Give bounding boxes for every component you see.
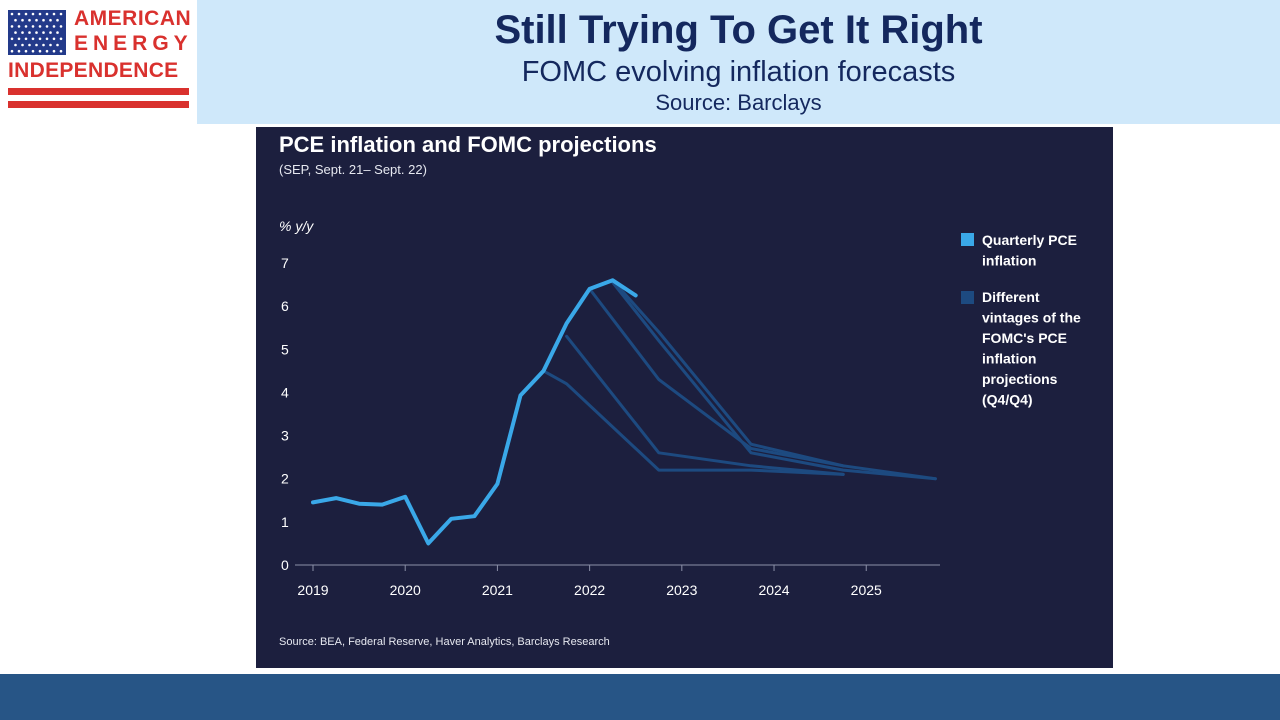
y-tick-label: 0 [281,557,289,573]
flag-star [59,25,63,28]
page-subtitle: FOMC evolving inflation forecasts [521,56,956,88]
legend-swatch-actual [961,233,974,246]
flag-star [38,37,42,41]
flag-star [31,49,35,53]
flag-star [59,12,63,16]
pce-inflation-line [311,278,638,546]
flag-star [17,12,21,16]
flag-star [38,12,42,16]
y-tick-label: 4 [281,384,289,400]
flag-star [38,49,42,53]
projection-line [565,334,845,476]
flag-star [31,12,35,16]
flag-star [45,37,49,41]
flag-star [45,12,49,16]
chart-panel: PCE inflation and FOMC projections (SEP,… [256,127,1113,668]
flag-star [52,12,56,16]
logo-text-line2: ENERGY [74,32,193,55]
flag-star [45,49,49,53]
x-tick-label: 2024 [758,582,789,598]
flag-star [35,31,38,34]
flag-star [24,12,28,16]
flag-star [14,43,17,47]
x-tick-label: 2022 [574,582,605,598]
flag-star [49,31,52,34]
flag-star [42,18,45,22]
x-tick-label: 2023 [666,582,697,598]
flag-star [28,43,31,47]
projection-line [611,280,937,481]
legend-swatch-projections [961,291,974,304]
projection-line [588,287,845,468]
flag-star [31,25,35,28]
legend: Quarterly PCE inflation Different vintages… [961,232,1081,408]
x-tick-label: 2019 [297,582,328,598]
x-tick-label: 2021 [482,582,513,598]
legend-label-projections: Different vintages of the FOMC's PCE inflat… [982,289,1081,408]
logo-text-line3: INDEPENDENCE [8,59,179,82]
flag-stars-icon [8,10,66,55]
y-tick-label: 5 [281,341,289,357]
y-tick-label: 1 [281,514,289,530]
flag-star [21,31,24,34]
y-tick-label: 3 [281,428,289,444]
flag-star [56,18,59,22]
flag-star [14,18,17,22]
flag-star [10,12,14,16]
y-tick-label: 2 [281,471,289,487]
flag-star [42,31,45,34]
logo-stripe [8,101,189,108]
header-band [197,0,1280,124]
flag-star [59,49,63,53]
logo-text-line1: AMERICAN [74,7,192,30]
flag-star [52,37,56,41]
flag-star [17,37,21,41]
flag-star [52,25,56,28]
flag-star [21,18,24,22]
logo-stripe [8,88,189,95]
flag-star [21,43,24,47]
flag-star [17,25,21,28]
flag-star [10,37,14,41]
chart: PCE inflation and FOMC projections (SEP,… [279,132,1081,648]
page-title: Still Trying To Get It Right [494,8,983,52]
flag-star [28,31,31,34]
flag-star [38,25,42,28]
flag-star [17,49,21,53]
flag-star [35,18,38,22]
flag-star [42,43,45,47]
flag-star [10,49,14,53]
legend-label-actual: Quarterly PCE inflation [982,232,1077,269]
flag-star [56,31,59,34]
flag-star [52,49,56,53]
flag-star [24,25,28,28]
footer-bar [0,674,1280,720]
chart-title: PCE inflation and FOMC projections [279,132,657,157]
y-tick-label: 6 [281,298,289,314]
flag-star [56,43,59,47]
x-tick-label: 2020 [390,582,421,598]
page-source: Source: Barclays [655,90,822,115]
y-axis-label: % y/y [279,218,314,234]
flag-star [14,31,17,34]
projection-line [611,278,937,481]
flag-star [24,37,28,41]
flag-star [28,18,31,22]
flag-star [59,37,63,41]
chart-subtitle: (SEP, Sept. 21– Sept. 22) [279,162,427,177]
flag-star [24,49,28,53]
flag-star [31,37,35,41]
projection-line [542,369,845,476]
flag-star [49,43,52,47]
x-tick-label: 2025 [851,582,882,598]
flag-star [49,18,52,22]
y-tick-label: 7 [281,255,289,271]
logo: AMERICAN ENERGY INDEPENDENCE [0,0,197,124]
flag-star [10,25,14,28]
flag-star [45,25,49,28]
chart-source-note: Source: BEA, Federal Reserve, Haver Anal… [279,636,610,648]
flag-star [35,43,38,47]
